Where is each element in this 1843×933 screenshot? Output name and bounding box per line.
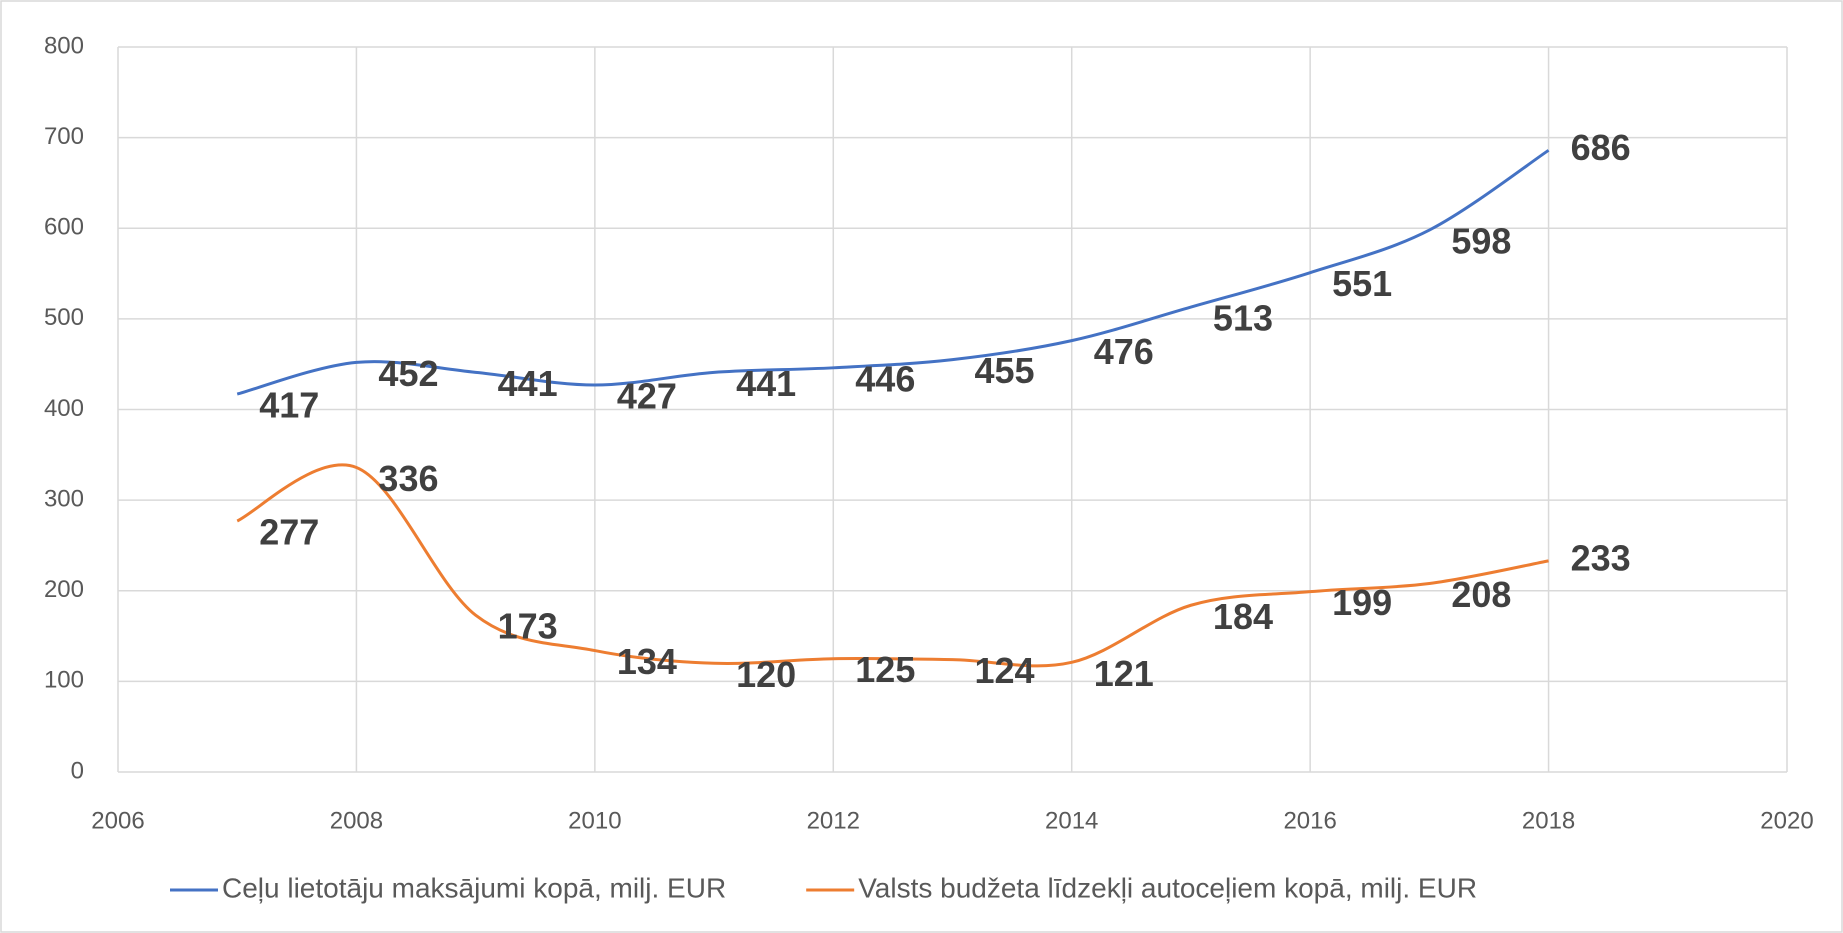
y-tick-label: 500 [44, 304, 84, 331]
x-tick-label: 2014 [1045, 807, 1098, 834]
data-label: 208 [1451, 574, 1511, 615]
data-label: 336 [378, 458, 438, 499]
data-label: 427 [617, 376, 677, 417]
x-tick-label: 2018 [1522, 807, 1575, 834]
y-tick-label: 700 [44, 123, 84, 150]
y-tick-label: 100 [44, 667, 84, 694]
x-tick-label: 2010 [568, 807, 621, 834]
x-tick-label: 2006 [91, 807, 144, 834]
y-tick-label: 0 [71, 757, 84, 784]
legend-label: Valsts budžeta līdzekļi autoceļiem kopā,… [858, 872, 1477, 903]
y-tick-label: 400 [44, 395, 84, 422]
data-label: 184 [1213, 596, 1273, 637]
data-label: 134 [617, 641, 677, 682]
data-label: 452 [378, 353, 438, 394]
data-label: 120 [736, 654, 796, 695]
data-label: 446 [855, 358, 915, 399]
data-label: 125 [855, 649, 915, 690]
x-tick-label: 2016 [1283, 807, 1336, 834]
data-label: 598 [1451, 221, 1511, 262]
data-label: 233 [1571, 537, 1631, 578]
data-label: 199 [1332, 582, 1392, 623]
x-tick-label: 2020 [1760, 807, 1813, 834]
y-tick-label: 600 [44, 214, 84, 241]
data-label: 441 [736, 363, 796, 404]
data-label: 686 [1571, 127, 1631, 168]
data-label: 551 [1332, 263, 1392, 304]
y-tick-label: 200 [44, 576, 84, 603]
data-label: 441 [498, 363, 558, 404]
x-tick-label: 2012 [807, 807, 860, 834]
data-label: 513 [1213, 298, 1273, 339]
series-line [236, 463, 1549, 668]
data-label: 173 [498, 606, 558, 647]
y-tick-label: 800 [44, 32, 84, 59]
data-label: 277 [259, 511, 319, 552]
data-label: 121 [1094, 653, 1154, 694]
data-label: 417 [259, 385, 319, 426]
y-tick-label: 300 [44, 485, 84, 512]
legend-label: Ceļu lietotāju maksājumi kopā, milj. EUR [222, 872, 726, 903]
data-label: 124 [975, 650, 1035, 691]
data-label: 476 [1094, 331, 1154, 372]
series-line [236, 149, 1550, 396]
x-tick-label: 2008 [330, 807, 383, 834]
data-label: 455 [975, 350, 1035, 391]
